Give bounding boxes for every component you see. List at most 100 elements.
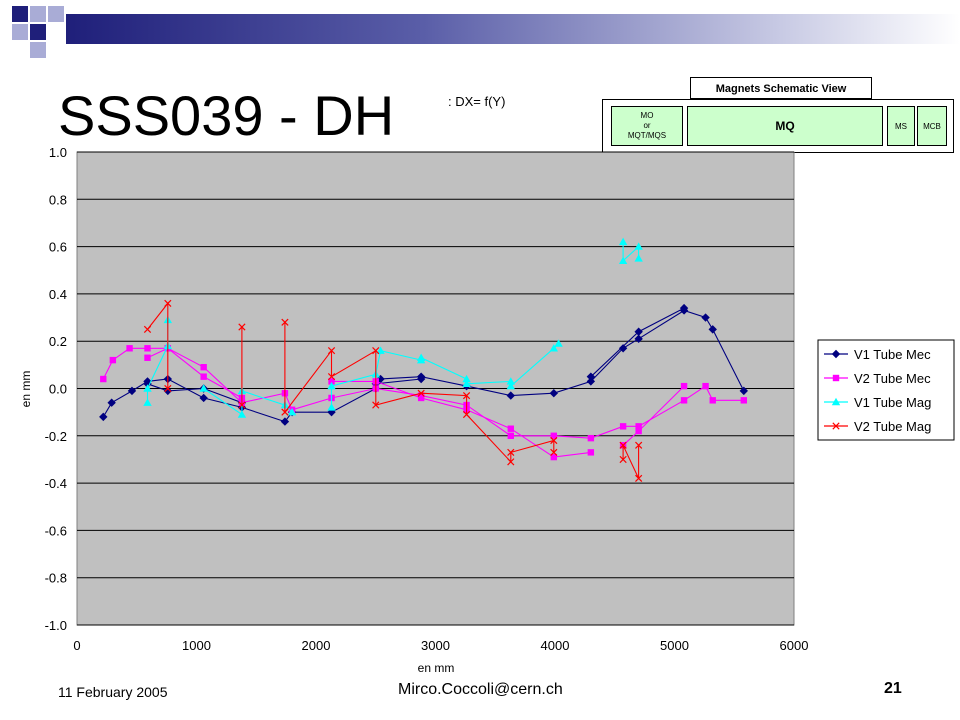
decor-square-dark-2: [30, 24, 46, 40]
legend-item: V1 Tube Mag: [824, 395, 931, 410]
data-point: [634, 242, 643, 250]
data-point: [587, 449, 595, 456]
data-point: [619, 423, 627, 430]
y-tick-label: 0.2: [49, 334, 67, 349]
series-line: [622, 445, 640, 479]
data-point: [506, 391, 515, 400]
data-point: [586, 372, 596, 381]
data-point: [550, 448, 558, 456]
x-tick-label: 2000: [302, 638, 331, 653]
data-point: [280, 417, 290, 426]
data-point: [740, 397, 748, 404]
data-point: [327, 347, 336, 355]
data-point: [462, 379, 471, 387]
y-tick-label: 0.0: [49, 382, 67, 397]
data-point: [709, 397, 716, 404]
data-point: [507, 432, 514, 439]
data-point: [550, 436, 558, 445]
decor-square-light-3: [48, 6, 64, 22]
data-point: [143, 384, 152, 392]
data-point: [327, 373, 336, 381]
data-point: [372, 401, 380, 409]
data-point: [549, 344, 559, 352]
x-tick-label: 5000: [660, 638, 689, 653]
decor-square-light-4: [30, 42, 46, 58]
y-tick-label: -0.4: [45, 476, 67, 491]
data-point: [200, 364, 207, 371]
data-point: [587, 434, 595, 442]
data-point: [680, 382, 688, 390]
legend-item: V2 Tube Mec: [824, 371, 931, 386]
y-tick-label: -0.2: [45, 429, 67, 444]
series-line: [375, 378, 422, 385]
data-point: [281, 408, 289, 416]
magnet-mcb: MCB: [917, 106, 947, 146]
data-point: [680, 397, 688, 404]
data-point: [634, 254, 643, 262]
series-line: [622, 241, 640, 263]
data-point: [238, 323, 246, 331]
series-line: [330, 343, 559, 408]
data-point: [462, 391, 471, 400]
data-point: [163, 386, 173, 396]
data-point: [618, 256, 628, 264]
data-point: [506, 381, 515, 390]
data-point: [618, 344, 628, 353]
data-point: [327, 381, 336, 390]
decor-square-light-1: [30, 6, 46, 22]
data-point: [144, 354, 151, 361]
magnet-mo-line-2: or: [643, 121, 651, 130]
data-point: [679, 303, 689, 313]
footer-date: 11 February 2005: [58, 684, 168, 700]
data-point: [109, 356, 117, 364]
data-point: [143, 398, 152, 406]
data-point: [462, 374, 471, 383]
decor-square-dark-1: [12, 6, 28, 22]
page-number: 21: [884, 680, 902, 697]
data-point: [281, 318, 289, 326]
data-point: [327, 403, 336, 411]
x-axis-label: en mm: [418, 661, 455, 675]
data-point: [619, 455, 627, 464]
data-point: [635, 441, 643, 449]
decor-gradient-bar: [66, 14, 960, 44]
data-point: [164, 384, 172, 393]
data-point: [126, 345, 133, 352]
data-point: [328, 378, 335, 385]
data-point: [635, 474, 643, 482]
data-point: [164, 299, 172, 307]
data-point: [506, 377, 515, 385]
legend-label: V1 Tube Mag: [854, 395, 931, 410]
x-tick-label: 4000: [541, 638, 570, 653]
data-point: [635, 427, 642, 435]
magnet-mq: MQ: [687, 106, 883, 146]
legend-label: V2 Tube Mec: [854, 371, 931, 386]
data-point: [143, 379, 152, 388]
data-point: [507, 458, 515, 466]
series-layer: [99, 237, 749, 482]
series-line: [147, 383, 243, 404]
data-point: [832, 374, 840, 382]
data-point: [372, 347, 380, 355]
data-point: [702, 382, 709, 390]
magnet-mo-line-3: MQT/MQS: [627, 131, 667, 140]
decor-square-light-2: [12, 24, 28, 40]
data-point: [831, 397, 841, 406]
data-point: [417, 389, 425, 397]
data-point: [831, 349, 841, 359]
magnet-ms: MS: [887, 106, 915, 146]
data-point: [739, 386, 749, 396]
data-point: [635, 423, 642, 430]
x-tick-label: 0: [73, 638, 80, 653]
x-tick-label: 6000: [780, 638, 809, 653]
data-point: [107, 398, 116, 407]
data-point: [143, 325, 152, 333]
schematic-title: Magnets Schematic View: [690, 77, 872, 99]
data-point: [550, 453, 558, 461]
legend-label: V2 Tube Mag: [854, 419, 931, 434]
data-point: [554, 339, 563, 347]
legend-item: V1 Tube Mec: [824, 347, 931, 362]
data-point: [416, 374, 426, 384]
data-point: [200, 373, 207, 380]
y-tick-label: -0.8: [45, 571, 67, 586]
